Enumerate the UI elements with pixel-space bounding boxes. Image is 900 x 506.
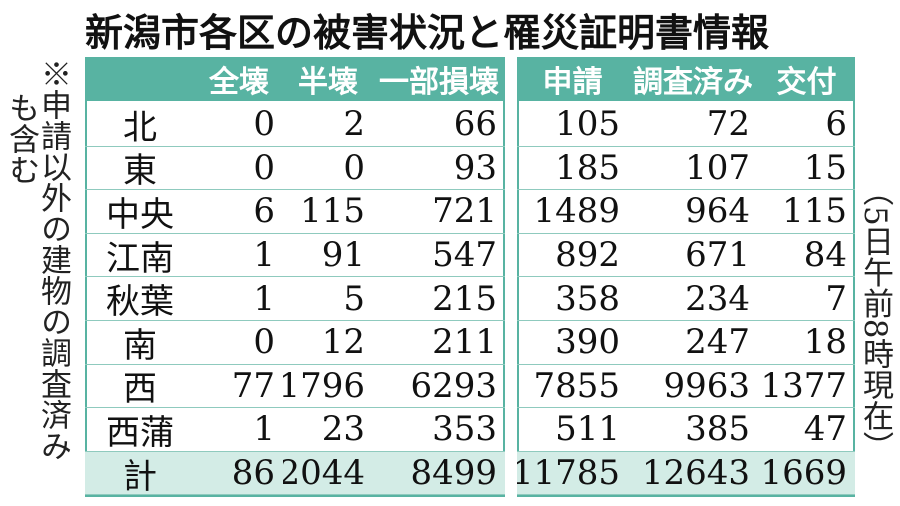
table-cell: 91 [283,234,373,278]
table-cell: 547 [373,234,505,278]
table-cell: 47 [758,408,855,452]
table-cell: 0 [283,147,373,191]
column-header: 調査済み [628,57,758,101]
column-header: 申請 [517,57,628,101]
header-cell [85,57,195,101]
table-cell: 115 [283,190,373,234]
table-cell: 1489 [517,190,628,234]
table-cell: 9963 [628,365,758,409]
table-cell: 11785 [517,451,628,496]
note-line: ※申請以外の建物の調査済み [35,58,71,461]
table-cell: 72 [628,103,758,147]
table-cell: 1 [195,277,283,321]
table-cell: 671 [628,234,758,278]
table-cell: 105 [517,103,628,147]
table-cell: 2 [283,103,373,147]
table-cell: 0 [195,321,283,365]
row-label: 中央 [85,190,195,234]
table-cell: 892 [517,234,628,278]
table-cell: 353 [373,408,505,452]
table-cell: 6 [195,190,283,234]
row-label: 江南 [85,234,195,278]
table-cell: 185 [517,147,628,191]
table-cell: 6293 [373,365,505,409]
column-header: 半壊 [283,57,373,101]
row-label: 北 [85,103,195,147]
timestamp: （5日午前8時現在） [857,175,893,463]
table-cell: 12 [283,321,373,365]
table-cell: 6 [758,103,855,147]
table-cell: 115 [758,190,855,234]
table-cell: 77 [195,365,283,409]
row-label: 秋葉 [85,277,195,321]
table-cell: 211 [373,321,505,365]
table-cell: 86 [195,451,283,496]
table-cell: 0 [195,147,283,191]
table-cell: 23 [283,408,373,452]
row-label: 西 [85,365,195,409]
table-cell: 1 [195,234,283,278]
table-cell: 385 [628,408,758,452]
table-cell: 18 [758,321,855,365]
table-cell: 721 [373,190,505,234]
row-label: 計 [85,451,195,496]
table-cell: 66 [373,103,505,147]
table-cell: 15 [758,147,855,191]
table-cell: 8499 [373,451,505,496]
table-cell: 2044 [283,451,373,496]
table-cell: 215 [373,277,505,321]
table-cell: 358 [517,277,628,321]
row-label: 西蒲 [85,408,195,452]
table-cell: 7 [758,277,855,321]
table-cell: 1 [195,408,283,452]
table-cell: 12643 [628,451,758,496]
table-cell: 247 [628,321,758,365]
table-cell: 7855 [517,365,628,409]
table-cell: 1669 [758,451,855,496]
table-cell: 0 [195,103,283,147]
table-cell: 1796 [283,365,373,409]
note-line: も含む [3,92,39,185]
table-cell: 5 [283,277,373,321]
row-label: 南 [85,321,195,365]
table-cell: 84 [758,234,855,278]
title: 新潟市各区の被害状況と罹災証明書情報 [85,11,770,55]
table-cell: 964 [628,190,758,234]
column-header: 一部損壊 [373,57,505,101]
table-cell: 93 [373,147,505,191]
table-cell: 234 [628,277,758,321]
row-label: 東 [85,147,195,191]
column-header: 全壊 [195,57,283,101]
table-cell: 1377 [758,365,855,409]
table-cell: 511 [517,408,628,452]
column-header: 交付 [758,57,855,101]
table-cell: 107 [628,147,758,191]
table-cell: 390 [517,321,628,365]
